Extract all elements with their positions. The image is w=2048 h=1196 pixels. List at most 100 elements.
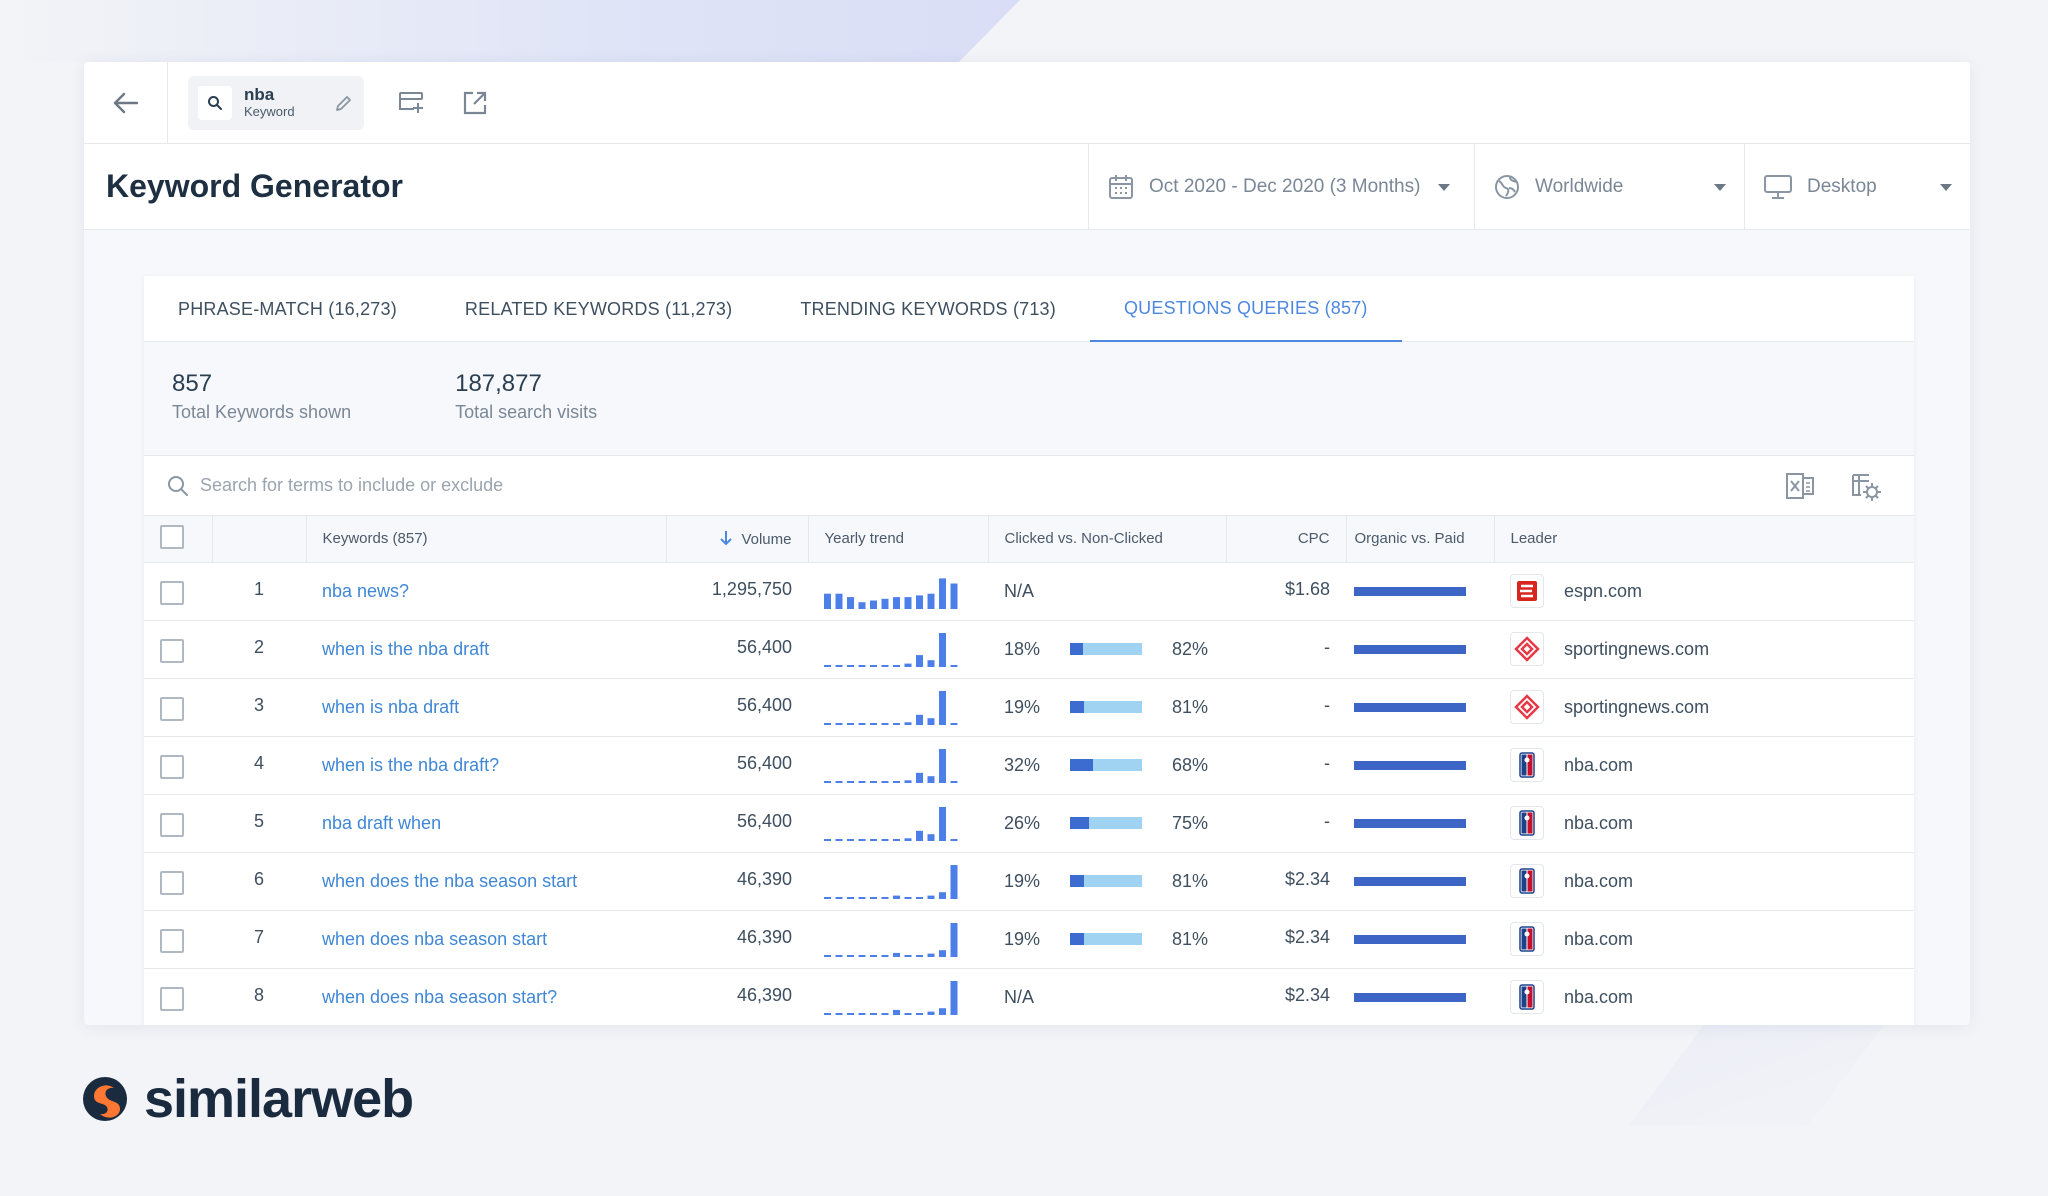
tab-questions-queries[interactable]: QUESTIONS QUERIES (857) [1089,276,1402,342]
keyword-link[interactable]: nba draft when [322,812,442,833]
trend-bar [824,839,831,841]
row-trend-cell [808,968,988,1025]
trend-bar [939,691,946,725]
row-checkbox[interactable] [160,870,184,895]
row-cpc: - [1226,678,1346,737]
row-checkbox[interactable] [160,696,184,721]
clicked-bar-light [1084,933,1142,945]
clicked-bar-light [1083,643,1142,655]
trend-bar [835,955,843,957]
device-filter[interactable]: Desktop [1744,144,1970,230]
top-bar: nba Keyword [84,62,1970,144]
keyword-link[interactable]: when is the nba draft? [322,754,500,775]
header-leader[interactable]: Leader [1494,516,1914,563]
trend-bar [939,578,946,609]
header-cpc[interactable]: CPC [1226,516,1347,563]
excel-export-button[interactable] [1782,468,1818,504]
table-row[interactable]: 6 when does the nba season start 46,390 … [144,852,1914,911]
keyword-link[interactable]: when does the nba season start [322,870,578,891]
table-row[interactable]: 7 when does nba season start 46,390 19% … [144,910,1914,969]
header-clicked[interactable]: Clicked vs. Non-Clicked [988,516,1227,563]
stat-total-keywords: 857 Total Keywords shown [172,370,351,455]
table-header: Keywords (857) Volume Yearly trend Click… [144,516,1914,563]
table-row[interactable]: 3 when is nba draft 56,400 19% 81% - spo… [144,678,1914,737]
row-checkbox[interactable] [160,986,184,1011]
header-keywords[interactable]: Keywords (857) [306,516,667,563]
trend-bar [950,723,958,725]
leader-domain[interactable]: sportingnews.com [1564,696,1710,717]
trend-bar [950,923,958,957]
trend-bar [950,781,958,783]
trend-bar [939,950,946,957]
trend-bar [847,781,854,783]
header-trend[interactable]: Yearly trend [808,516,989,563]
trend-bar [927,834,935,841]
trend-bar [835,839,843,841]
row-organic-cell [1346,620,1494,679]
leader-domain[interactable]: nba.com [1564,986,1634,1007]
trend-bar [904,897,912,899]
table-row[interactable]: 4 when is the nba draft? 56,400 32% 68% … [144,736,1914,795]
clicked-pct: N/A [1004,986,1035,1007]
row-checkbox[interactable] [160,754,184,779]
desktop-icon [1764,175,1792,199]
row-rank: 8 [212,968,306,1025]
trend-bar [939,749,946,783]
leader-domain[interactable]: nba.com [1564,928,1634,949]
table-row[interactable]: 2 when is the nba draft 56,400 18% 82% -… [144,620,1914,679]
keyword-link[interactable]: when does nba season start? [322,986,558,1007]
clicked-pct: 26% [1004,812,1041,833]
header-volume[interactable]: Volume [666,516,809,563]
row-checkbox[interactable] [160,812,184,837]
leader-domain[interactable]: espn.com [1564,580,1643,601]
pencil-icon[interactable] [334,93,354,113]
header-organic[interactable]: Organic vs. Paid [1346,516,1495,563]
table-row[interactable]: 5 nba draft when 56,400 26% 75% - nba.co… [144,794,1914,853]
non-clicked-pct: 75% [1172,812,1209,833]
clicked-bar-dark [1070,933,1084,945]
row-checkbox[interactable] [160,638,184,663]
tab-trending-keywords[interactable]: TRENDING KEYWORDS (713) [800,298,1056,319]
table-row[interactable]: 8 when does nba season start? 46,390 N/A… [144,968,1914,1025]
trend-bar [927,776,935,783]
leader-domain[interactable]: nba.com [1564,812,1634,833]
trend-bar [835,781,843,783]
column-settings-button[interactable] [1848,468,1884,504]
select-all-checkbox[interactable] [160,524,184,549]
trend-bar [835,897,843,899]
back-button[interactable] [84,62,168,144]
keyword-link[interactable]: when is the nba draft [322,638,490,659]
organic-bar [1354,876,1466,886]
compare-add-button[interactable] [394,86,428,120]
keyword-link[interactable]: nba news? [322,580,410,601]
row-trend-cell [808,736,988,795]
search-chip[interactable]: nba Keyword [188,75,364,130]
trend-bar [939,892,946,899]
stat-total-visits-label: Total search visits [455,402,598,422]
country-filter[interactable]: Worldwide [1474,144,1744,230]
nba-icon [1510,980,1544,1014]
open-external-button[interactable] [458,86,492,120]
trend-bar [927,895,935,899]
search-input[interactable] [200,475,800,496]
sportingnews-icon [1510,690,1544,724]
table-row[interactable]: 1 nba news? 1,295,750 N/A $1.68 espn.com [144,562,1914,621]
leader-domain[interactable]: sportingnews.com [1564,638,1710,659]
leader-domain[interactable]: nba.com [1564,754,1634,775]
row-checkbox[interactable] [160,580,184,605]
trend-bar [858,781,866,783]
tab-phrase-match[interactable]: PHRASE-MATCH (16,273) [178,298,397,319]
row-checkbox[interactable] [160,928,184,953]
external-link-icon [463,91,487,114]
row-select-cell [144,620,212,679]
row-keyword-cell: nba news? [306,562,666,621]
tab-related-keywords[interactable]: RELATED KEYWORDS (11,273) [464,298,733,319]
leader-domain[interactable]: nba.com [1564,870,1634,891]
date-range-filter[interactable]: Oct 2020 - Dec 2020 (3 Months) [1088,144,1474,230]
yearly-trend-chart [824,981,958,1015]
keyword-link[interactable]: when is nba draft [322,696,460,717]
page-title: Keyword Generator [106,168,403,204]
keyword-link[interactable]: when does nba season start [322,928,548,949]
trend-bar [824,593,831,609]
row-leader-cell: sportingnews.com [1494,620,1914,679]
